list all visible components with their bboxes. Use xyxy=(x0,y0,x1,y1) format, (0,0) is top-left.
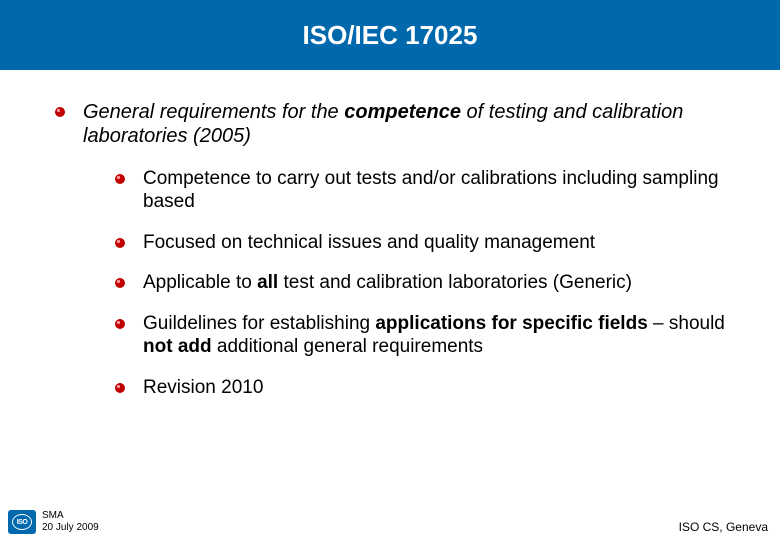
bullet-icon xyxy=(115,174,125,184)
sub-bullet-text: Guildelines for establishing application… xyxy=(143,313,740,359)
bullet-icon xyxy=(115,319,125,329)
main-bullet-text: General requirements for the competence … xyxy=(83,100,740,148)
sub-bullet-text: Applicable to all test and calibration l… xyxy=(143,272,632,295)
sub-bullet-item: Competence to carry out tests and/or cal… xyxy=(115,168,740,214)
sub-bullet-item: Applicable to all test and calibration l… xyxy=(115,272,740,295)
iso-logo: ISO xyxy=(8,510,36,534)
bullet-icon xyxy=(115,383,125,393)
sub-bullet-text: Focused on technical issues and quality … xyxy=(143,232,595,255)
sub-bullet-item: Guildelines for establishing application… xyxy=(115,313,740,359)
sub-bullet-text: Revision 2010 xyxy=(143,377,263,400)
footer-left: ISO SMA 20 July 2009 xyxy=(8,510,99,534)
sub-bullet-item: Focused on technical issues and quality … xyxy=(115,232,740,255)
sub-bullet-item: Revision 2010 xyxy=(115,377,740,400)
main-text-pre: General requirements for the xyxy=(83,101,344,123)
bullet-icon xyxy=(115,238,125,248)
sub-bullet-text: Competence to carry out tests and/or cal… xyxy=(143,168,740,214)
main-bullet-item: General requirements for the competence … xyxy=(55,100,740,148)
main-text-bold: competence xyxy=(344,101,461,123)
footer-org: ISO CS, Geneva xyxy=(679,520,768,534)
footer: ISO SMA 20 July 2009 ISO CS, Geneva xyxy=(0,510,780,534)
slide-title: ISO/IEC 17025 xyxy=(303,20,478,51)
sub-bullet-list: Competence to carry out tests and/or cal… xyxy=(55,168,740,400)
footer-author: SMA xyxy=(42,510,99,522)
bullet-icon xyxy=(115,278,125,288)
bullet-icon xyxy=(55,107,65,117)
content-area: General requirements for the competence … xyxy=(0,70,780,400)
title-bar: ISO/IEC 17025 xyxy=(0,0,780,70)
footer-meta: SMA 20 July 2009 xyxy=(42,510,99,534)
footer-date: 20 July 2009 xyxy=(42,522,99,534)
iso-logo-text: ISO xyxy=(12,514,32,530)
